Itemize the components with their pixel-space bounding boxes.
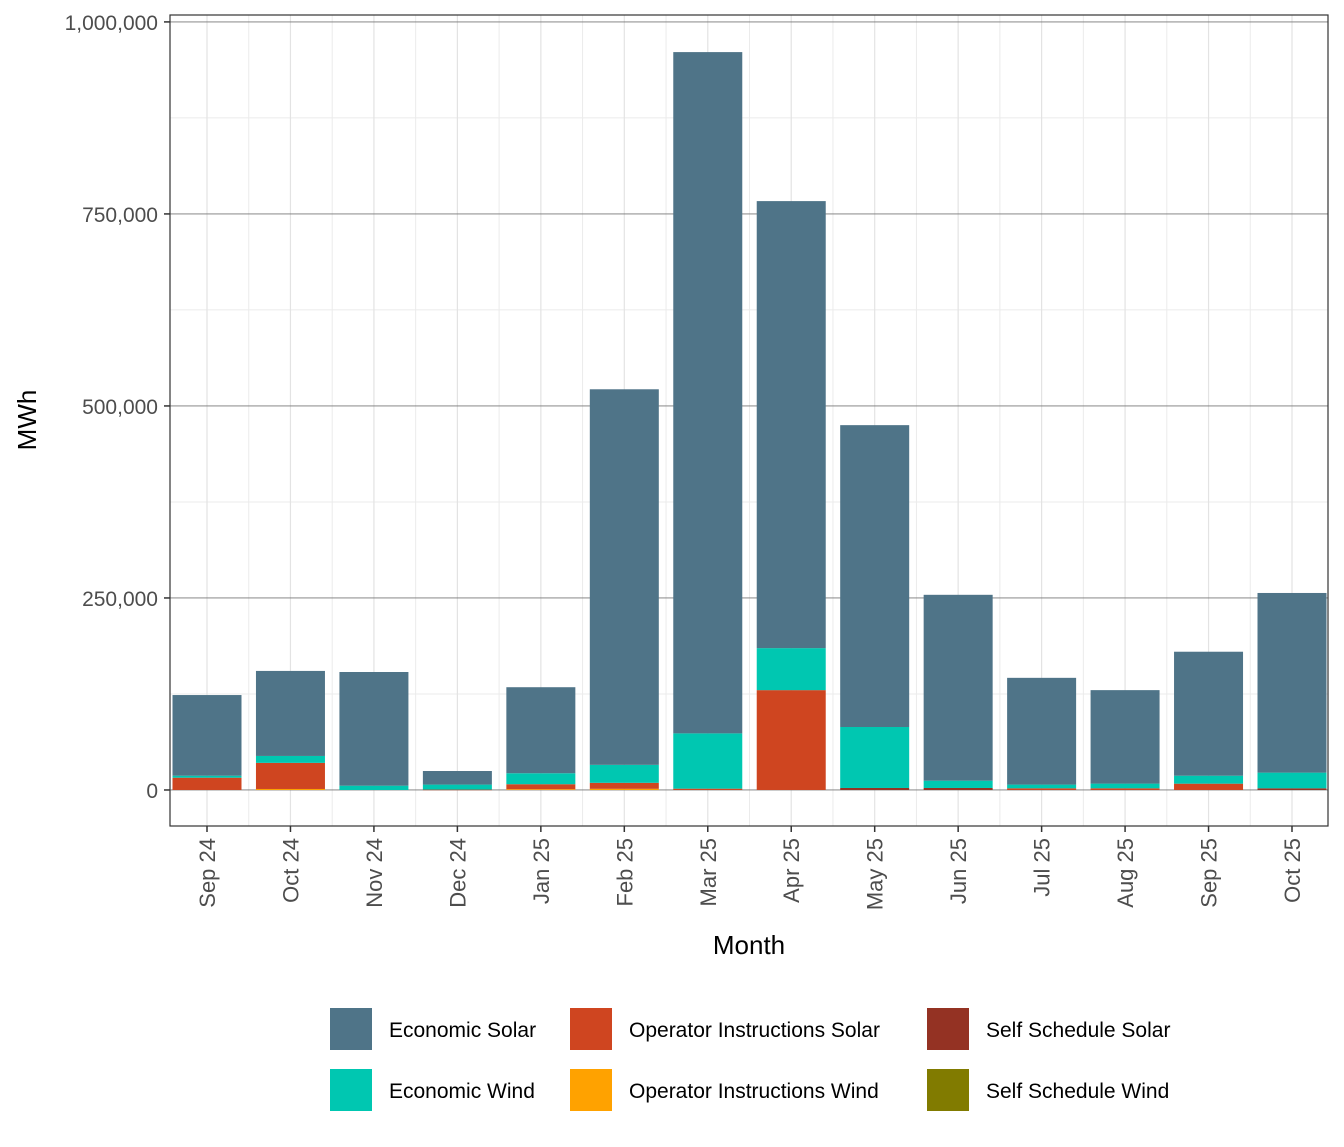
y-axis: 0 250,000 500,000 750,000 1,000,000 [65, 12, 170, 803]
bar-operator-instructions-solar [506, 784, 576, 790]
bar-economic-wind [589, 764, 659, 783]
x-tick-label: Oct 24 [278, 838, 303, 903]
bar-economic-wind [506, 773, 576, 785]
bar-economic-wind [255, 755, 325, 763]
bar-operator-instructions-wind [589, 788, 659, 790]
bar-economic-wind [1007, 784, 1077, 789]
x-axis-title: Month [713, 930, 785, 960]
bar-economic-wind [673, 733, 743, 789]
x-tick-label: Apr 25 [779, 838, 804, 903]
x-tick-label: Sep 24 [195, 838, 220, 908]
bar-economic-wind [339, 785, 409, 790]
x-tick-label: Nov 24 [362, 838, 387, 908]
legend-key [927, 1069, 969, 1111]
y-tick-label: 0 [146, 780, 158, 803]
legend-key [570, 1069, 612, 1111]
x-tick-label: Mar 25 [696, 838, 721, 906]
x-tick-label: Sep 25 [1197, 838, 1222, 908]
bar-economic-wind [756, 648, 826, 691]
bar-operator-instructions-solar [673, 788, 743, 790]
legend-label: Self Schedule Wind [986, 1080, 1169, 1103]
y-tick-label: 750,000 [82, 204, 158, 227]
legend-key [330, 1008, 372, 1050]
bar-economic-solar [506, 687, 576, 774]
bar-operator-instructions-solar [1174, 783, 1244, 790]
legend-label: Self Schedule Solar [986, 1019, 1170, 1042]
legend: Economic Solar Operator Instructions Sola… [330, 1008, 1170, 1111]
bar-economic-solar [923, 594, 993, 781]
bar-operator-instructions-solar [1007, 788, 1077, 790]
x-tick-label: May 25 [863, 838, 888, 910]
bar-economic-wind [840, 726, 910, 788]
y-axis-title: MWh [12, 390, 42, 451]
bar-operator-instructions-wind [255, 788, 325, 790]
bar-self-schedule-solar [923, 787, 993, 790]
bar-operator-instructions-solar [589, 782, 659, 789]
bar-operator-instructions-wind [506, 789, 576, 790]
bar-economic-solar [422, 771, 492, 785]
bar-economic-solar [1090, 690, 1160, 784]
legend-key [927, 1008, 969, 1050]
x-tick-label: Aug 25 [1113, 838, 1138, 908]
bar-economic-solar [756, 201, 826, 649]
y-tick-label: 250,000 [82, 588, 158, 611]
x-tick-label: Oct 25 [1280, 838, 1305, 903]
legend-key [330, 1069, 372, 1111]
bar-economic-solar [255, 670, 325, 756]
bar-operator-instructions-solar [172, 777, 242, 790]
bar-self-schedule-solar [1257, 788, 1327, 790]
y-tick-label: 1,000,000 [65, 12, 158, 35]
bar-economic-wind [1090, 783, 1160, 789]
x-tick-label: Jun 25 [946, 838, 971, 904]
x-tick-label: Jul 25 [1030, 838, 1055, 897]
bar-economic-solar [840, 425, 910, 727]
bars [172, 52, 1327, 791]
legend-label: Economic Solar [389, 1019, 536, 1042]
bar-economic-solar [172, 695, 242, 776]
bar-economic-solar [339, 672, 409, 786]
bar-economic-wind [1174, 775, 1244, 784]
bar-economic-solar [673, 52, 743, 734]
x-axis: Sep 24 Oct 24 Nov 24 Dec 24 Jan 25 Feb 25 Mar … [195, 826, 1305, 910]
legend-key [570, 1008, 612, 1050]
x-tick-label: Jan 25 [529, 838, 554, 904]
legend-label: Economic Wind [389, 1080, 535, 1103]
bar-economic-wind [1257, 772, 1327, 789]
bar-economic-wind [422, 784, 492, 790]
x-tick-label: Feb 25 [612, 838, 637, 907]
y-tick-label: 500,000 [82, 396, 158, 419]
bar-operator-instructions-solar [1090, 788, 1160, 790]
legend-label: Operator Instructions Wind [629, 1080, 879, 1103]
bar-economic-wind [172, 775, 242, 778]
bar-economic-solar [1007, 677, 1077, 785]
bar-operator-instructions-solar [255, 762, 325, 789]
bar-self-schedule-solar [840, 787, 910, 790]
bar-economic-solar [1257, 592, 1327, 773]
bar-operator-instructions-solar [756, 690, 826, 790]
bar-operator-instructions-solar [422, 789, 492, 791]
legend-label: Operator Instructions Solar [629, 1019, 880, 1042]
bar-economic-wind [923, 780, 993, 788]
bar-economic-solar [589, 389, 659, 765]
bar-economic-solar [1174, 651, 1244, 776]
panel-border [169, 14, 1329, 827]
x-tick-label: Dec 24 [445, 838, 470, 908]
